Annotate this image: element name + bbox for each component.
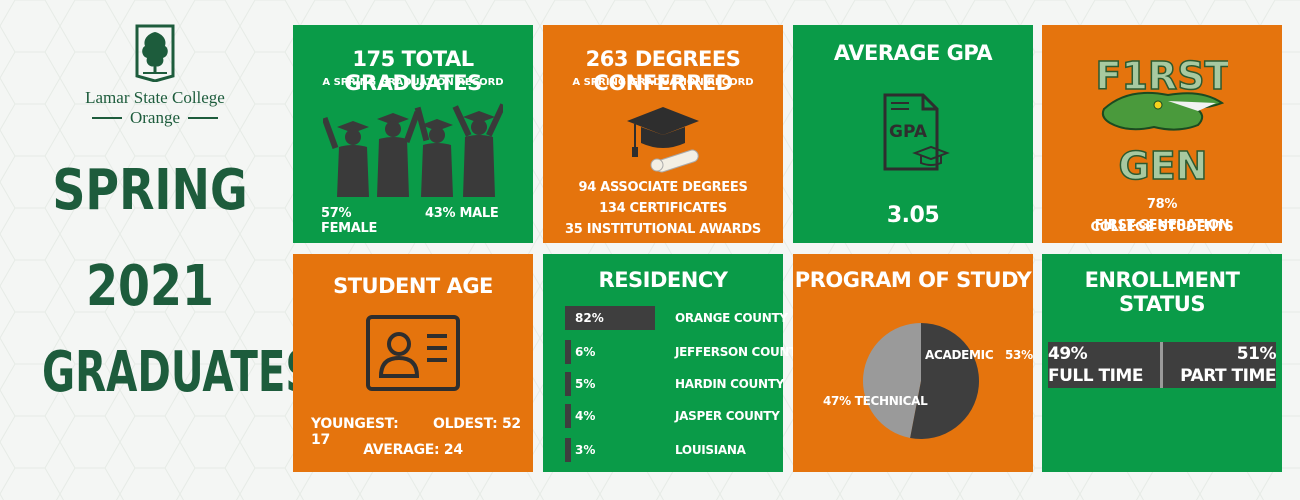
tile-first-gen: F1RST GEN 78% FIRST-GENERATION (1042, 25, 1282, 243)
residency-bar (565, 306, 655, 330)
residency-pct: 5% (575, 377, 596, 391)
first-gen-logo-line1: F1RST (1098, 54, 1228, 98)
college-name: Lamar State College (85, 88, 225, 107)
tile-total-graduates: 175 TOTAL GRADUATES A SPRING GRADUATION … (293, 25, 533, 243)
residency-pct: 4% (575, 409, 596, 423)
residency-row: 4% JASPER COUNTY (565, 404, 780, 428)
first-gen-line2: COLLEGE STUDENTS (1090, 220, 1234, 235)
tile-residency: RESIDENCY 82% ORANGE COUNTY 6% JEFFERSON… (543, 254, 806, 472)
program-title: PROGRAM OF STUDY (794, 268, 1032, 292)
residency-pct: 3% (575, 443, 596, 457)
college-logo: Lamar State College Orange (60, 24, 250, 128)
age-oldest: OLDEST: 52 (433, 416, 521, 432)
program-pie-chart (862, 323, 979, 439)
tile-degrees-conferred: 263 DEGREES CONFERRED A SPRING GRADUATIO… (543, 25, 783, 243)
residency-bar (565, 404, 571, 428)
residency-bar (565, 372, 571, 396)
pie-slice-academic (910, 323, 979, 439)
program-academic-text: ACADEMIC (925, 348, 994, 362)
gpa-title: AVERAGE GPA (833, 41, 993, 65)
tile-enrollment-status: ENROLLMENT STATUS 49% FULL TIME 51% PART… (1042, 254, 1282, 472)
residency-bar (565, 340, 571, 364)
pie-slice-technical (862, 323, 921, 438)
campus-name: Orange (129, 108, 181, 127)
first-gen-gator-logo: F1RST GEN (1098, 53, 1228, 185)
tile-program-of-study: PROGRAM OF STUDY ACADEMIC 53% 47% TECHNI… (793, 254, 1033, 472)
tile-average-gpa: AVERAGE GPA GPA 3.05 (793, 25, 1033, 243)
hero-spring: SPRING (52, 158, 248, 223)
first-gen-logo-line2: GEN (1119, 144, 1208, 185)
residency-row: 3% LOUISIANA (565, 438, 775, 462)
degrees-associate: 94 ASSOCIATE DEGREES (578, 180, 748, 195)
gpa-icon-text: GPA (889, 122, 928, 142)
age-youngest: YOUNGEST: 17 (311, 416, 399, 448)
enrollment-divider (1159, 342, 1163, 388)
residency-row: 82% ORANGE COUNTY (565, 306, 788, 330)
first-gen-percent: 78% (1146, 197, 1178, 212)
graduates-male: 43% MALE (425, 206, 499, 221)
residency-row: 6% JEFFERSON COUNTY (565, 340, 806, 364)
enrollment-full-label: FULL TIME (1048, 366, 1143, 386)
residency-bar (565, 438, 571, 462)
enrollment-full-pct: 49% (1048, 344, 1088, 364)
residency-label: JEFFERSON COUNTY (675, 345, 806, 359)
enrollment-bar: 49% FULL TIME 51% PART TIME (1048, 342, 1277, 388)
gpa-document-icon: GPA (883, 93, 950, 171)
college-campus: Orange (60, 108, 250, 128)
enrollment-title: ENROLLMENT STATUS (1084, 268, 1240, 316)
residency-pct: 6% (575, 345, 596, 359)
age-average: AVERAGE: 24 (363, 442, 463, 458)
id-card-icon (366, 315, 460, 391)
enrollment-part-label: PART TIME (1180, 366, 1276, 386)
graduates-subtitle: A SPRING GRADUATION RECORD (322, 77, 504, 88)
degrees-subtitle: A SPRING GRADUATION RECORD (572, 77, 754, 88)
first-gen-line1: FIRST-GENERATION (1094, 218, 1230, 233)
graduates-title: 175 TOTAL GRADUATES (344, 47, 482, 95)
graduates-silhouette-icon (323, 103, 503, 197)
degrees-certificates: 134 CERTIFICATES (599, 201, 727, 216)
gpa-value: 3.05 (886, 203, 940, 228)
hero-year: 2021 (86, 254, 214, 319)
program-technical-label: 47% TECHNICAL (823, 394, 928, 408)
residency-label: HARDIN COUNTY (675, 377, 784, 391)
residency-label: JASPER COUNTY (675, 409, 780, 423)
tile-student-age: STUDENT AGE YOUNGEST: 17 OLDEST: 52 AVER… (293, 254, 533, 472)
residency-row: 5% HARDIN COUNTY (565, 372, 784, 396)
residency-title: RESIDENCY (598, 268, 728, 292)
age-title: STUDENT AGE (333, 274, 493, 298)
enrollment-part-pct: 51% (1236, 344, 1277, 364)
graduates-female: 57% FEMALE (321, 206, 378, 236)
hero-graduates: GRADUATES (41, 340, 315, 405)
program-academic-pct: 53% (1005, 348, 1033, 362)
degrees-title: 263 DEGREES CONFERRED (585, 47, 741, 95)
logo-rule-left (91, 117, 122, 119)
logo-rule-right (188, 117, 219, 119)
degrees-awards: 35 INSTITUTIONAL AWARDS (565, 222, 761, 237)
residency-label: ORANGE COUNTY (675, 311, 788, 325)
graduation-cap-icon (627, 107, 699, 173)
tree-shield-icon (135, 24, 175, 83)
residency-label: LOUISIANA (675, 443, 746, 457)
residency-pct: 82% (575, 311, 604, 325)
program-academic-label: ACADEMIC 53% (925, 348, 1033, 362)
